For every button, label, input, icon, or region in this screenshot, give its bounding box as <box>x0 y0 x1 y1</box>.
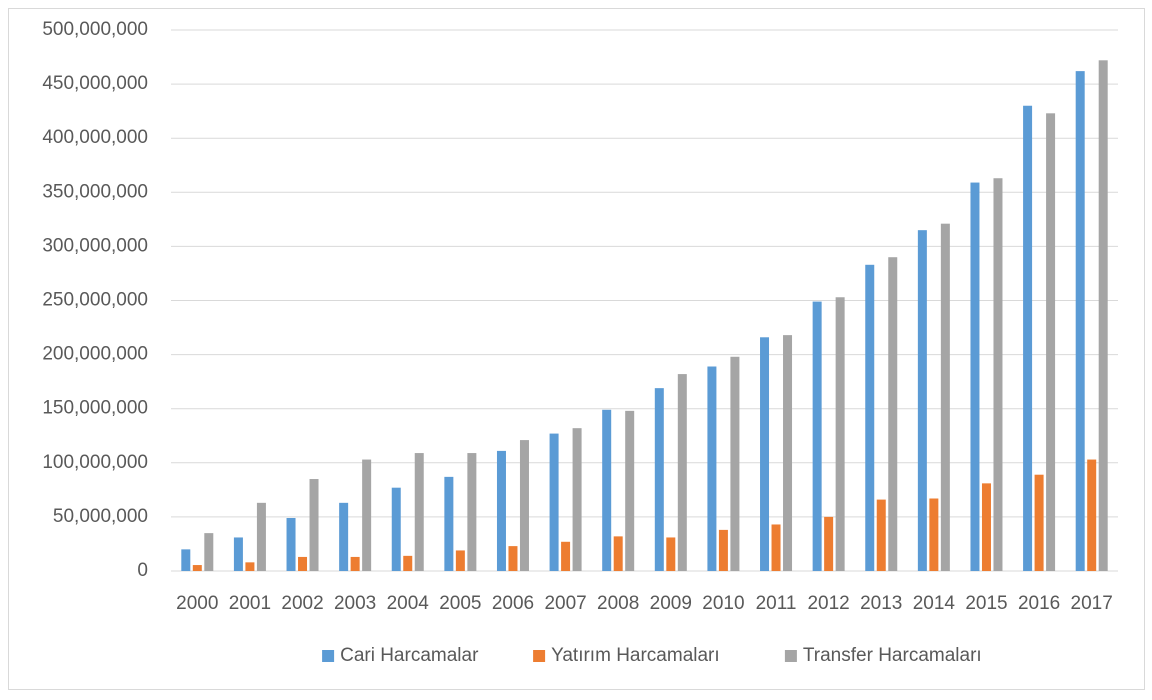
bar <box>298 556 308 571</box>
bar <box>192 565 202 571</box>
y-tick-label: 250,000,000 <box>42 290 148 311</box>
bar <box>888 257 898 571</box>
bar <box>917 230 927 572</box>
y-tick-label: 150,000,000 <box>42 398 148 419</box>
x-tick-label: 2014 <box>913 593 956 614</box>
bar <box>940 223 950 572</box>
x-tick-label: 2017 <box>1071 593 1113 614</box>
bar <box>824 516 834 571</box>
bar <box>181 549 191 571</box>
x-tick-label: 2015 <box>965 593 1007 614</box>
bar <box>993 178 1003 571</box>
bar <box>339 502 349 571</box>
bar <box>929 498 939 571</box>
bar <box>467 453 477 571</box>
bar <box>549 433 559 571</box>
bar <box>245 562 255 571</box>
bar <box>654 388 664 571</box>
bar <box>1034 474 1044 571</box>
bar <box>1087 459 1097 571</box>
bar <box>496 450 506 571</box>
bar <box>718 529 728 571</box>
bar <box>981 483 991 571</box>
y-tick-label: 200,000,000 <box>42 344 148 365</box>
x-tick-label: 2013 <box>860 593 902 614</box>
legend-label: Transfer Harcamaları <box>803 645 982 666</box>
y-tick-label: 450,000,000 <box>42 73 148 94</box>
x-tick-label: 2003 <box>334 593 376 614</box>
x-tick-label: 2008 <box>597 593 639 614</box>
bar <box>350 556 360 571</box>
y-tick-label: 100,000,000 <box>42 452 148 473</box>
bar <box>1098 60 1108 572</box>
x-tick-label: 2005 <box>439 593 481 614</box>
bar <box>771 524 781 571</box>
bar <box>876 499 886 571</box>
bar <box>455 550 465 571</box>
x-tick-label: 2009 <box>650 593 692 614</box>
bar <box>508 546 518 571</box>
bar <box>1075 71 1085 571</box>
x-tick-label: 2007 <box>544 593 586 614</box>
legend-swatch <box>533 650 546 662</box>
bar <box>233 537 243 571</box>
bar <box>256 502 266 571</box>
bar <box>362 459 372 571</box>
bar <box>730 356 740 571</box>
legend-swatch <box>784 650 797 662</box>
bar <box>572 428 582 571</box>
bar <box>519 440 529 571</box>
legend-label: Cari Harcamalar <box>340 645 479 666</box>
bar <box>625 410 635 571</box>
bar <box>812 301 822 571</box>
chart-border <box>8 8 1145 690</box>
bar <box>204 533 214 571</box>
bar <box>1023 105 1033 572</box>
legend-label: Yatırım Harcamaları <box>551 645 720 666</box>
bar <box>970 182 980 571</box>
x-tick-label: 2001 <box>229 593 271 614</box>
y-tick-label: 50,000,000 <box>53 506 148 527</box>
y-tick-label: 500,000,000 <box>42 19 148 40</box>
y-tick-label: 350,000,000 <box>42 181 148 202</box>
bar <box>286 517 296 571</box>
legend-swatch <box>322 650 335 662</box>
x-tick-label: 2006 <box>492 593 534 614</box>
bar <box>760 337 770 571</box>
bar <box>835 297 845 571</box>
bar <box>677 374 687 571</box>
x-tick-label: 2010 <box>702 593 744 614</box>
bar <box>309 479 319 571</box>
x-tick-label: 2004 <box>387 593 430 614</box>
bar <box>1046 113 1056 572</box>
bar <box>865 264 875 571</box>
bar <box>403 555 413 571</box>
bar <box>444 476 454 571</box>
x-tick-label: 2016 <box>1018 593 1060 614</box>
x-tick-label: 2002 <box>281 593 323 614</box>
x-tick-label: 2011 <box>756 593 797 614</box>
bar <box>602 409 612 571</box>
bar <box>666 537 676 571</box>
bar <box>707 366 717 571</box>
bar <box>561 541 571 571</box>
bar <box>391 487 401 571</box>
y-tick-label: 0 <box>137 560 148 581</box>
bar <box>613 536 623 571</box>
bar <box>414 453 424 571</box>
y-tick-label: 300,000,000 <box>42 235 148 256</box>
bar <box>783 335 793 571</box>
x-tick-label: 2012 <box>807 593 849 614</box>
y-tick-label: 400,000,000 <box>42 127 148 148</box>
x-tick-label: 2000 <box>176 593 218 614</box>
